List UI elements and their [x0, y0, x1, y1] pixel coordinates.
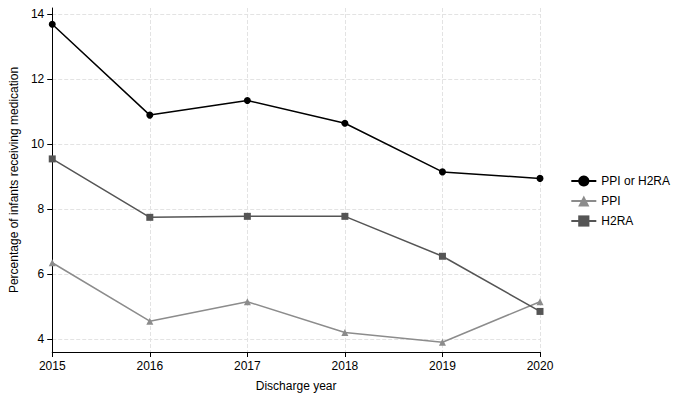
svg-text:2016: 2016: [136, 359, 163, 373]
svg-text:Percentage of infants receivin: Percentage of infants receiving medicati…: [7, 67, 21, 293]
svg-text:14: 14: [31, 7, 45, 21]
svg-text:2018: 2018: [332, 359, 359, 373]
svg-text:PPI or H2RA: PPI or H2RA: [601, 174, 670, 188]
svg-text:Discharge year: Discharge year: [256, 379, 337, 393]
svg-text:H2RA: H2RA: [601, 214, 633, 228]
svg-text:8: 8: [38, 202, 45, 216]
svg-text:PPI: PPI: [601, 194, 620, 208]
svg-text:6: 6: [38, 267, 45, 281]
svg-text:4: 4: [38, 332, 45, 346]
svg-text:12: 12: [31, 72, 45, 86]
svg-text:2020: 2020: [527, 359, 554, 373]
svg-text:10: 10: [31, 137, 45, 151]
svg-text:2017: 2017: [234, 359, 261, 373]
svg-text:2015: 2015: [39, 359, 66, 373]
svg-text:2019: 2019: [429, 359, 456, 373]
